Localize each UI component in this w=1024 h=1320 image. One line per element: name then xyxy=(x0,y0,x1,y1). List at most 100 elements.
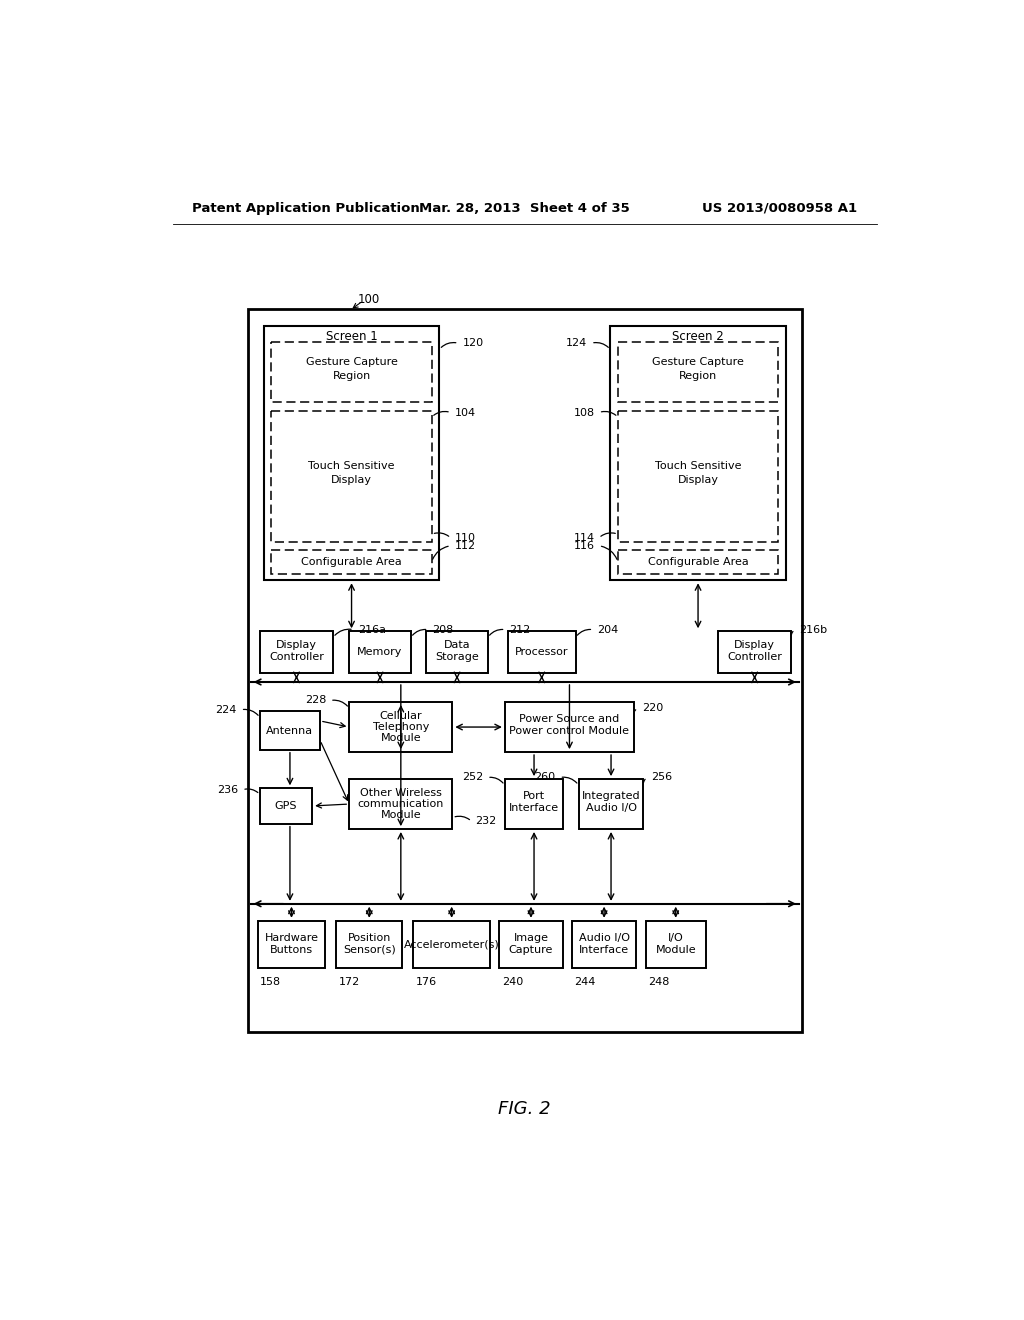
Text: 208: 208 xyxy=(432,624,454,635)
Text: Patent Application Publication: Patent Application Publication xyxy=(193,202,420,215)
Text: I/O: I/O xyxy=(668,933,684,942)
Text: 232: 232 xyxy=(475,816,497,826)
Text: Buttons: Buttons xyxy=(270,945,313,954)
Text: 244: 244 xyxy=(574,977,595,987)
Bar xyxy=(349,779,453,829)
Text: 220: 220 xyxy=(642,704,664,713)
Text: 204: 204 xyxy=(597,624,618,635)
Text: 228: 228 xyxy=(305,696,326,705)
Text: Memory: Memory xyxy=(357,647,402,657)
Text: Gesture Capture: Gesture Capture xyxy=(305,356,397,367)
Text: Display: Display xyxy=(276,640,317,649)
Text: 212: 212 xyxy=(509,624,530,635)
Bar xyxy=(271,549,432,574)
Bar xyxy=(248,309,802,1032)
Text: Display: Display xyxy=(734,640,775,649)
Bar xyxy=(258,921,326,969)
Text: 260: 260 xyxy=(535,772,556,783)
Text: FIG. 2: FIG. 2 xyxy=(499,1101,551,1118)
Text: 176: 176 xyxy=(416,977,436,987)
Text: 114: 114 xyxy=(573,533,595,543)
Bar xyxy=(610,326,785,581)
Text: Module: Module xyxy=(655,945,696,954)
Bar xyxy=(508,631,575,673)
Text: Touch Sensitive: Touch Sensitive xyxy=(654,462,741,471)
Bar xyxy=(617,342,778,401)
Text: Screen 2: Screen 2 xyxy=(672,330,724,343)
Text: Port: Port xyxy=(523,791,545,801)
Text: Gesture Capture: Gesture Capture xyxy=(652,356,744,367)
Text: 172: 172 xyxy=(339,977,359,987)
Text: Configurable Area: Configurable Area xyxy=(301,557,402,566)
Bar xyxy=(505,702,634,752)
Text: 240: 240 xyxy=(502,977,523,987)
Text: Capture: Capture xyxy=(509,945,553,954)
Bar xyxy=(349,702,453,752)
Text: 108: 108 xyxy=(573,408,595,417)
Bar xyxy=(349,631,411,673)
Text: Screen 1: Screen 1 xyxy=(326,330,378,343)
Text: Module: Module xyxy=(381,810,421,820)
Text: 236: 236 xyxy=(217,785,239,795)
Text: Telephony: Telephony xyxy=(373,722,429,731)
Text: Sensor(s): Sensor(s) xyxy=(343,945,395,954)
Text: Interface: Interface xyxy=(579,945,629,954)
Text: Cellular: Cellular xyxy=(380,711,422,721)
Text: Other Wireless: Other Wireless xyxy=(359,788,441,797)
Text: Accelerometer(s): Accelerometer(s) xyxy=(403,940,500,949)
Bar xyxy=(718,631,792,673)
Text: Storage: Storage xyxy=(435,652,479,663)
Bar xyxy=(426,631,487,673)
Text: Controller: Controller xyxy=(727,652,782,663)
Text: 120: 120 xyxy=(463,338,483,348)
Bar xyxy=(617,549,778,574)
Text: Mar. 28, 2013  Sheet 4 of 35: Mar. 28, 2013 Sheet 4 of 35 xyxy=(420,202,630,215)
Text: 112: 112 xyxy=(455,541,476,550)
Text: Region: Region xyxy=(679,371,717,381)
Bar xyxy=(271,411,432,541)
Text: Audio I/O: Audio I/O xyxy=(579,933,630,942)
Text: 100: 100 xyxy=(358,293,380,306)
Bar xyxy=(413,921,490,969)
Bar xyxy=(505,779,563,829)
Text: Region: Region xyxy=(333,371,371,381)
Text: Touch Sensitive: Touch Sensitive xyxy=(308,462,395,471)
Text: Module: Module xyxy=(381,733,421,743)
Bar xyxy=(271,342,432,401)
Text: Hardware: Hardware xyxy=(264,933,318,942)
Text: US 2013/0080958 A1: US 2013/0080958 A1 xyxy=(702,202,857,215)
Text: 252: 252 xyxy=(462,772,483,783)
Bar xyxy=(571,921,637,969)
Bar xyxy=(260,711,319,750)
Text: Interface: Interface xyxy=(509,804,559,813)
Text: 116: 116 xyxy=(573,541,595,550)
Text: 124: 124 xyxy=(566,338,587,348)
Text: Controller: Controller xyxy=(269,652,324,663)
Bar xyxy=(264,326,439,581)
Text: 216b: 216b xyxy=(799,624,827,635)
Bar xyxy=(260,788,312,824)
Text: Display: Display xyxy=(331,475,372,486)
Bar xyxy=(260,631,333,673)
Text: Position: Position xyxy=(347,933,391,942)
Text: 224: 224 xyxy=(215,705,237,714)
Bar xyxy=(646,921,706,969)
Text: Power control Module: Power control Module xyxy=(510,726,630,737)
Text: Power Source and: Power Source and xyxy=(519,714,620,723)
Text: 104: 104 xyxy=(455,408,476,417)
Text: Antenna: Antenna xyxy=(266,726,313,735)
Text: 110: 110 xyxy=(455,533,476,543)
Bar xyxy=(579,779,643,829)
Text: Data: Data xyxy=(443,640,470,649)
Text: Audio I/O: Audio I/O xyxy=(586,804,637,813)
Text: 256: 256 xyxy=(651,772,672,783)
Text: Integrated: Integrated xyxy=(582,791,640,801)
Text: Display: Display xyxy=(678,475,719,486)
Text: communication: communication xyxy=(357,799,444,809)
Text: Processor: Processor xyxy=(515,647,568,657)
Bar xyxy=(500,921,562,969)
Text: 248: 248 xyxy=(648,977,670,987)
Text: GPS: GPS xyxy=(274,801,297,810)
Text: 216a: 216a xyxy=(357,624,386,635)
Text: 158: 158 xyxy=(260,977,281,987)
